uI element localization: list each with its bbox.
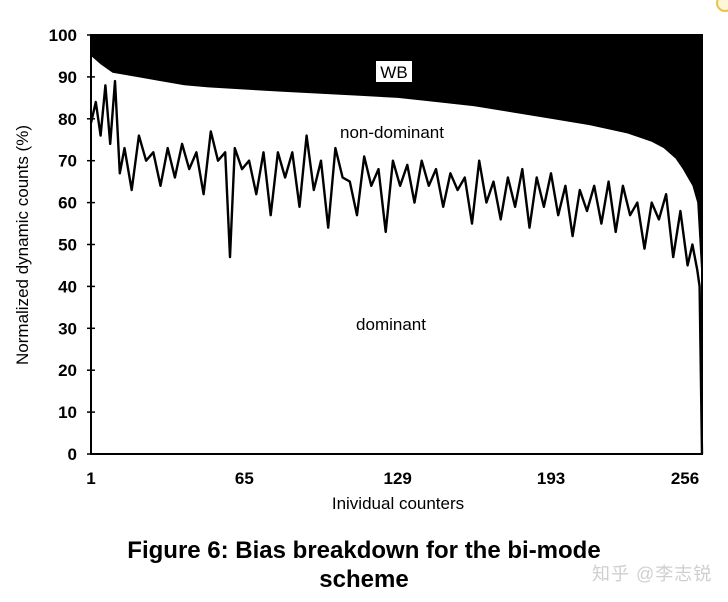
bias-breakdown-chart: 0 10 20 30 40 50 60 70 80 90 100 1 65 129 193 256 Norm… [13,26,704,513]
x-tick-label: 193 [537,469,565,488]
figure-caption-line-2: scheme [319,566,409,593]
y-tick-label: 80 [58,110,77,129]
watermark: 知乎 @李志锐 [592,564,713,584]
y-tick-label: 40 [58,277,77,296]
y-tick-label: 10 [58,403,77,422]
wb-label: WB [376,61,412,82]
plot-area [89,34,704,455]
dominant-label: dominant [356,315,426,334]
x-tick-label: 256 [671,469,699,488]
corner-badge-icon [716,0,728,12]
x-axis: 1 65 129 193 256 [86,469,699,488]
y-tick-label: 100 [49,26,77,45]
y-tick-label: 30 [58,319,77,338]
y-tick-label: 0 [68,445,77,464]
non-dominant-label: non-dominant [340,123,444,142]
wb-region [91,35,702,287]
y-tick-label: 50 [58,236,77,255]
x-tick-label: 65 [235,469,254,488]
x-axis-title: Inividual counters [332,494,464,513]
x-tick-label: 129 [384,469,412,488]
y-tick-label: 70 [58,152,77,171]
y-tick-label: 60 [58,194,77,213]
figure-caption-line-1: Figure 6: Bias breakdown for the bi-mode [127,537,601,564]
y-tick-label: 20 [58,361,77,380]
dominant-series-line [89,79,704,455]
svg-text:WB: WB [380,63,407,82]
y-axis-title: Normalized dynamic counts (%) [13,125,32,365]
x-tick-label: 1 [86,469,95,488]
y-tick-label: 90 [58,68,77,87]
y-axis: 0 10 20 30 40 50 60 70 80 90 100 [49,26,95,464]
